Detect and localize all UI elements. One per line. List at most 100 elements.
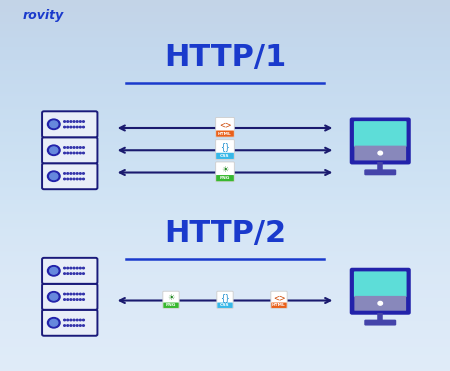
FancyBboxPatch shape — [217, 291, 233, 308]
Circle shape — [83, 273, 85, 274]
FancyBboxPatch shape — [216, 153, 234, 159]
FancyBboxPatch shape — [42, 163, 97, 189]
Circle shape — [48, 292, 60, 302]
Text: ☀: ☀ — [221, 165, 229, 174]
Circle shape — [79, 325, 81, 326]
Circle shape — [83, 173, 85, 174]
Circle shape — [64, 319, 66, 321]
Circle shape — [79, 126, 81, 128]
Text: HTML: HTML — [218, 131, 232, 135]
Circle shape — [73, 273, 75, 274]
FancyBboxPatch shape — [364, 169, 396, 175]
Circle shape — [76, 173, 78, 174]
Circle shape — [48, 119, 60, 129]
Circle shape — [64, 293, 66, 295]
FancyBboxPatch shape — [42, 310, 97, 336]
Circle shape — [79, 319, 81, 321]
Circle shape — [64, 299, 66, 300]
Circle shape — [73, 147, 75, 148]
Circle shape — [70, 299, 72, 300]
Circle shape — [67, 325, 69, 326]
FancyBboxPatch shape — [163, 291, 179, 308]
Circle shape — [73, 293, 75, 295]
Circle shape — [48, 145, 60, 155]
Circle shape — [70, 293, 72, 295]
FancyBboxPatch shape — [216, 162, 234, 181]
Circle shape — [64, 273, 66, 274]
Text: ☀: ☀ — [167, 293, 175, 302]
Circle shape — [76, 121, 78, 122]
FancyBboxPatch shape — [216, 140, 234, 159]
Circle shape — [50, 147, 58, 154]
Circle shape — [79, 299, 81, 300]
FancyBboxPatch shape — [216, 118, 234, 137]
Circle shape — [76, 293, 78, 295]
Circle shape — [83, 126, 85, 128]
Text: {}: {} — [220, 142, 230, 151]
Circle shape — [70, 273, 72, 274]
Circle shape — [83, 178, 85, 180]
Circle shape — [83, 267, 85, 269]
Circle shape — [50, 267, 58, 274]
Circle shape — [76, 152, 78, 154]
Text: HTML: HTML — [272, 303, 286, 307]
Text: HTTP/1: HTTP/1 — [164, 43, 286, 72]
Circle shape — [48, 266, 60, 276]
Text: CSS: CSS — [220, 154, 230, 158]
Circle shape — [73, 126, 75, 128]
Circle shape — [83, 293, 85, 295]
FancyBboxPatch shape — [355, 146, 406, 160]
Circle shape — [83, 121, 85, 122]
Circle shape — [73, 319, 75, 321]
Circle shape — [83, 152, 85, 154]
Circle shape — [48, 171, 60, 181]
Circle shape — [64, 147, 66, 148]
Circle shape — [64, 267, 66, 269]
Circle shape — [64, 126, 66, 128]
Circle shape — [73, 267, 75, 269]
FancyBboxPatch shape — [355, 296, 406, 311]
Text: <>: <> — [219, 120, 231, 129]
FancyBboxPatch shape — [364, 319, 396, 326]
Circle shape — [64, 173, 66, 174]
Circle shape — [67, 319, 69, 321]
Circle shape — [83, 147, 85, 148]
Circle shape — [70, 325, 72, 326]
Circle shape — [79, 267, 81, 269]
Text: PNG: PNG — [220, 176, 230, 180]
Circle shape — [64, 121, 66, 122]
FancyBboxPatch shape — [163, 302, 179, 308]
Text: CSS: CSS — [220, 303, 230, 307]
Circle shape — [73, 173, 75, 174]
Circle shape — [70, 121, 72, 122]
Circle shape — [64, 325, 66, 326]
Circle shape — [67, 126, 69, 128]
Circle shape — [73, 325, 75, 326]
FancyBboxPatch shape — [354, 121, 407, 147]
Circle shape — [67, 299, 69, 300]
Circle shape — [76, 273, 78, 274]
Circle shape — [73, 178, 75, 180]
Circle shape — [50, 121, 58, 128]
FancyBboxPatch shape — [216, 175, 234, 181]
Circle shape — [64, 152, 66, 154]
Circle shape — [76, 178, 78, 180]
Circle shape — [67, 152, 69, 154]
Text: HTTP/2: HTTP/2 — [164, 219, 286, 248]
Circle shape — [48, 318, 60, 328]
Circle shape — [67, 173, 69, 174]
FancyBboxPatch shape — [271, 291, 287, 308]
Circle shape — [70, 126, 72, 128]
Circle shape — [67, 267, 69, 269]
Circle shape — [76, 319, 78, 321]
Text: {}: {} — [220, 293, 230, 302]
FancyBboxPatch shape — [216, 131, 234, 137]
Circle shape — [76, 126, 78, 128]
FancyBboxPatch shape — [351, 269, 410, 314]
Circle shape — [79, 173, 81, 174]
FancyBboxPatch shape — [354, 272, 407, 297]
Circle shape — [79, 273, 81, 274]
Circle shape — [70, 267, 72, 269]
FancyBboxPatch shape — [351, 119, 410, 163]
Circle shape — [67, 121, 69, 122]
